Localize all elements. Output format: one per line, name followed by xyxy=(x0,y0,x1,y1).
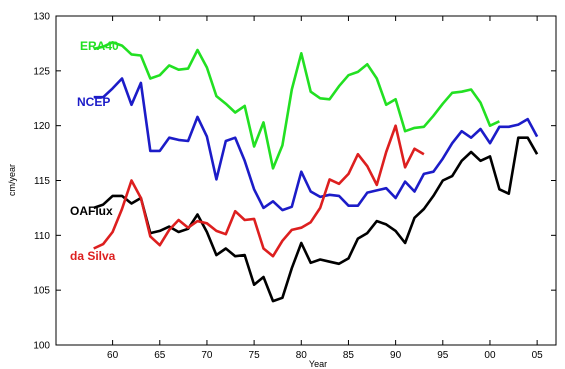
series-line-era40 xyxy=(93,40,500,170)
x-tick-label: 60 xyxy=(107,350,119,361)
x-tick-label: 95 xyxy=(437,350,449,361)
series-line-da-silva xyxy=(93,124,425,258)
x-tick-label: 05 xyxy=(532,350,544,361)
y-tick-label: 125 xyxy=(33,66,50,77)
y-tick-label: 115 xyxy=(34,176,50,187)
series-line-ncep xyxy=(93,77,539,212)
series-label-era40: ERA40 xyxy=(80,39,119,53)
series-lines xyxy=(93,40,539,303)
y-axis-label: cm/year xyxy=(7,164,17,196)
series-line-oaflux xyxy=(93,136,539,303)
x-tick-label: 90 xyxy=(390,350,402,361)
x-tick-label: 65 xyxy=(154,350,166,361)
y-tick-label: 130 xyxy=(33,12,50,23)
y-tick-label: 100 xyxy=(33,341,50,352)
y-tick-label: 110 xyxy=(34,231,50,242)
y-tick-label: 105 xyxy=(33,286,50,297)
x-tick-label: 70 xyxy=(201,350,213,361)
x-tick-label: 75 xyxy=(249,350,261,361)
x-axis: 60 65 70 75 80 85 90 95 00 05 xyxy=(107,16,543,361)
y-tick-label: 120 xyxy=(33,121,50,132)
series-label-oaflux: OAFlux xyxy=(70,204,113,218)
series-label-ncep: NCEP xyxy=(77,95,110,109)
series-label-da-silva: da Silva xyxy=(70,249,116,263)
x-tick-label: 80 xyxy=(296,350,308,361)
x-tick-label: 85 xyxy=(343,350,355,361)
x-axis-label: Year xyxy=(309,359,327,369)
y-axis: 100 105 110 115 120 125 130 xyxy=(33,12,556,352)
x-tick-label: 00 xyxy=(484,350,496,361)
